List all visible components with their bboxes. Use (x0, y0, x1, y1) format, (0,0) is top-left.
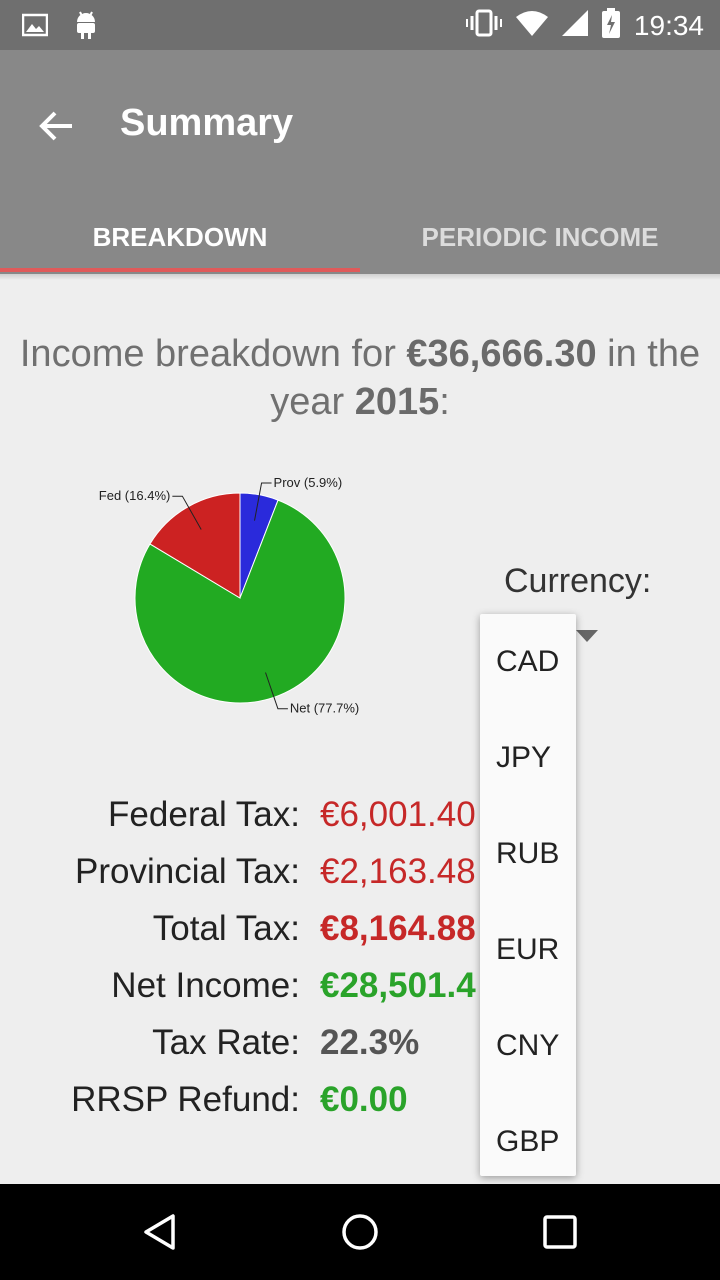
summary-value: €28,501.4 (320, 966, 476, 1005)
pie-label: Prov (5.9%) (274, 475, 343, 490)
nav-home-button[interactable] (328, 1200, 392, 1264)
summary-row: Provincial Tax: €2,163.48 (0, 852, 720, 908)
currency-option-rub[interactable]: RUB (496, 837, 560, 870)
currency-label: Currency: (504, 562, 652, 600)
income-heading: Income breakdown for €36,666.30 in the y… (0, 330, 720, 426)
signal-icon (561, 10, 588, 41)
back-triangle-icon (144, 1214, 175, 1250)
summary-label: Tax Rate: (152, 1023, 300, 1062)
currency-option-jpy[interactable]: JPY (496, 741, 552, 774)
currency-option-eur[interactable]: EUR (496, 933, 560, 966)
summary-label: RRSP Refund: (71, 1080, 300, 1119)
pie-leader-line (172, 495, 202, 530)
tab-periodic-income[interactable]: PERIODIC INCOME (421, 221, 659, 252)
android-icon (74, 10, 98, 45)
heading-amount: €36,666.30 (406, 333, 597, 375)
arrow-left-icon (39, 111, 72, 141)
status-bar: 19:34 (0, 0, 720, 50)
wifi-icon (515, 10, 548, 41)
pie-leader-line (265, 672, 288, 710)
summary-label: Total Tax: (152, 909, 300, 948)
summary-value: €2,163.48 (320, 852, 476, 891)
summary-row: RRSP Refund: €0.00 (0, 1080, 720, 1136)
chevron-down-icon[interactable] (576, 630, 598, 642)
summary-row: Federal Tax: €6,001.40 (0, 795, 720, 851)
summary-label: Federal Tax: (108, 795, 300, 834)
heading-year: 2015 (354, 381, 440, 423)
currency-option-gbp[interactable]: GBP (496, 1125, 560, 1158)
app-bar-shadow (0, 274, 720, 280)
summary-label: Net Income: (111, 966, 300, 1005)
battery-charging-icon (601, 8, 620, 43)
summary-value: 22.3% (320, 1023, 420, 1062)
status-time: 19:34 (633, 9, 704, 41)
back-button[interactable] (30, 100, 82, 152)
vibrate-icon (465, 9, 502, 42)
summary-value: €6,001.40 (320, 795, 476, 834)
pie-label: Net (77.7%) (290, 701, 359, 716)
heading-prefix: Income breakdown for (19, 333, 407, 375)
tab-indicator (0, 268, 360, 272)
summary-value: €0.00 (320, 1080, 408, 1119)
pie-label: Fed (16.4%) (99, 488, 171, 503)
image-icon (21, 13, 49, 42)
navigation-bar (0, 1184, 720, 1280)
summary-row: Tax Rate: 22.3% (0, 1023, 720, 1079)
nav-back-button[interactable] (128, 1200, 192, 1264)
app-bar: Summary BREAKDOWN PERIODIC INCOME (0, 50, 720, 274)
income-pie-chart: Prov (5.9%) Net (77.7%) Fed (16.4%) (99, 475, 359, 716)
tab-breakdown[interactable]: BREAKDOWN (92, 221, 268, 252)
summary-row: Net Income: €28,501.4 (0, 966, 720, 1022)
page-title: Summary (120, 102, 294, 144)
heading-suffix: : (439, 381, 450, 423)
recents-square-icon (543, 1215, 577, 1249)
currency-dropdown[interactable]: CAD JPY RUB EUR CNY GBP (480, 614, 576, 1176)
currency-option-cad[interactable]: CAD (496, 645, 560, 678)
summary-label: Provincial Tax: (74, 852, 300, 891)
summary-row: Total Tax: €8,164.88 (0, 909, 720, 965)
summary-value: €8,164.88 (320, 909, 476, 948)
heading-middle: in the year (270, 333, 701, 423)
home-circle-icon (342, 1214, 378, 1250)
pie-leader-line (254, 482, 272, 521)
currency-option-cny[interactable]: CNY (496, 1029, 560, 1062)
nav-recents-button[interactable] (528, 1200, 592, 1264)
